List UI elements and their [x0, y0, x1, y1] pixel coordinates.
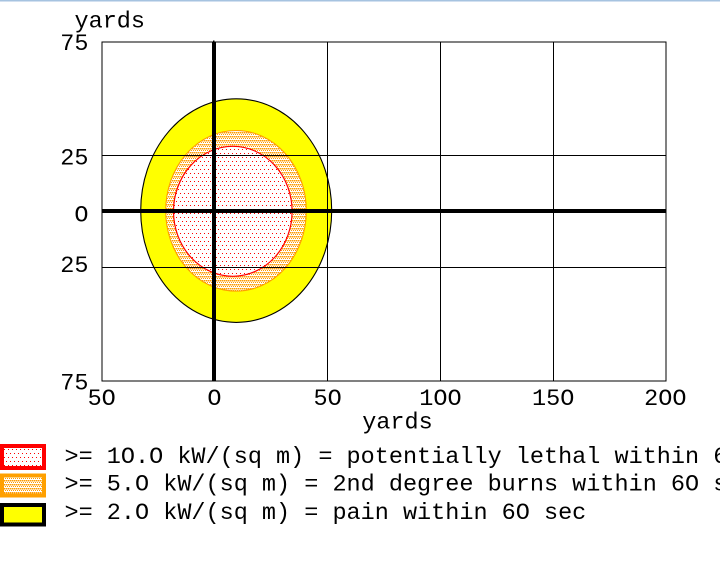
svg-text:yards: yards — [75, 8, 146, 35]
svg-text:75: 75 — [60, 370, 88, 397]
svg-text:75: 75 — [60, 31, 88, 58]
svg-text:25: 25 — [60, 253, 88, 280]
svg-text:5O: 5O — [88, 386, 116, 413]
svg-text:5O: 5O — [313, 386, 341, 413]
svg-text:>= 5.O kW/(sq m) = 2nd degree: >= 5.O kW/(sq m) = 2nd degree burns with… — [65, 472, 720, 499]
svg-text:O: O — [207, 386, 221, 413]
svg-text:>= 2.O kW/(sq m) = pain within: >= 2.O kW/(sq m) = pain within 6O sec — [65, 500, 587, 527]
svg-text:>= 1O.O kW/(sq m) = potentiall: >= 1O.O kW/(sq m) = potentially lethal w… — [65, 444, 720, 471]
svg-text:2OO: 2OO — [644, 386, 686, 413]
svg-text:25: 25 — [60, 145, 88, 172]
svg-text:15O: 15O — [532, 386, 574, 413]
svg-text:1OO: 1OO — [419, 386, 461, 413]
svg-text:yards: yards — [362, 409, 433, 436]
svg-text:O: O — [74, 202, 88, 229]
